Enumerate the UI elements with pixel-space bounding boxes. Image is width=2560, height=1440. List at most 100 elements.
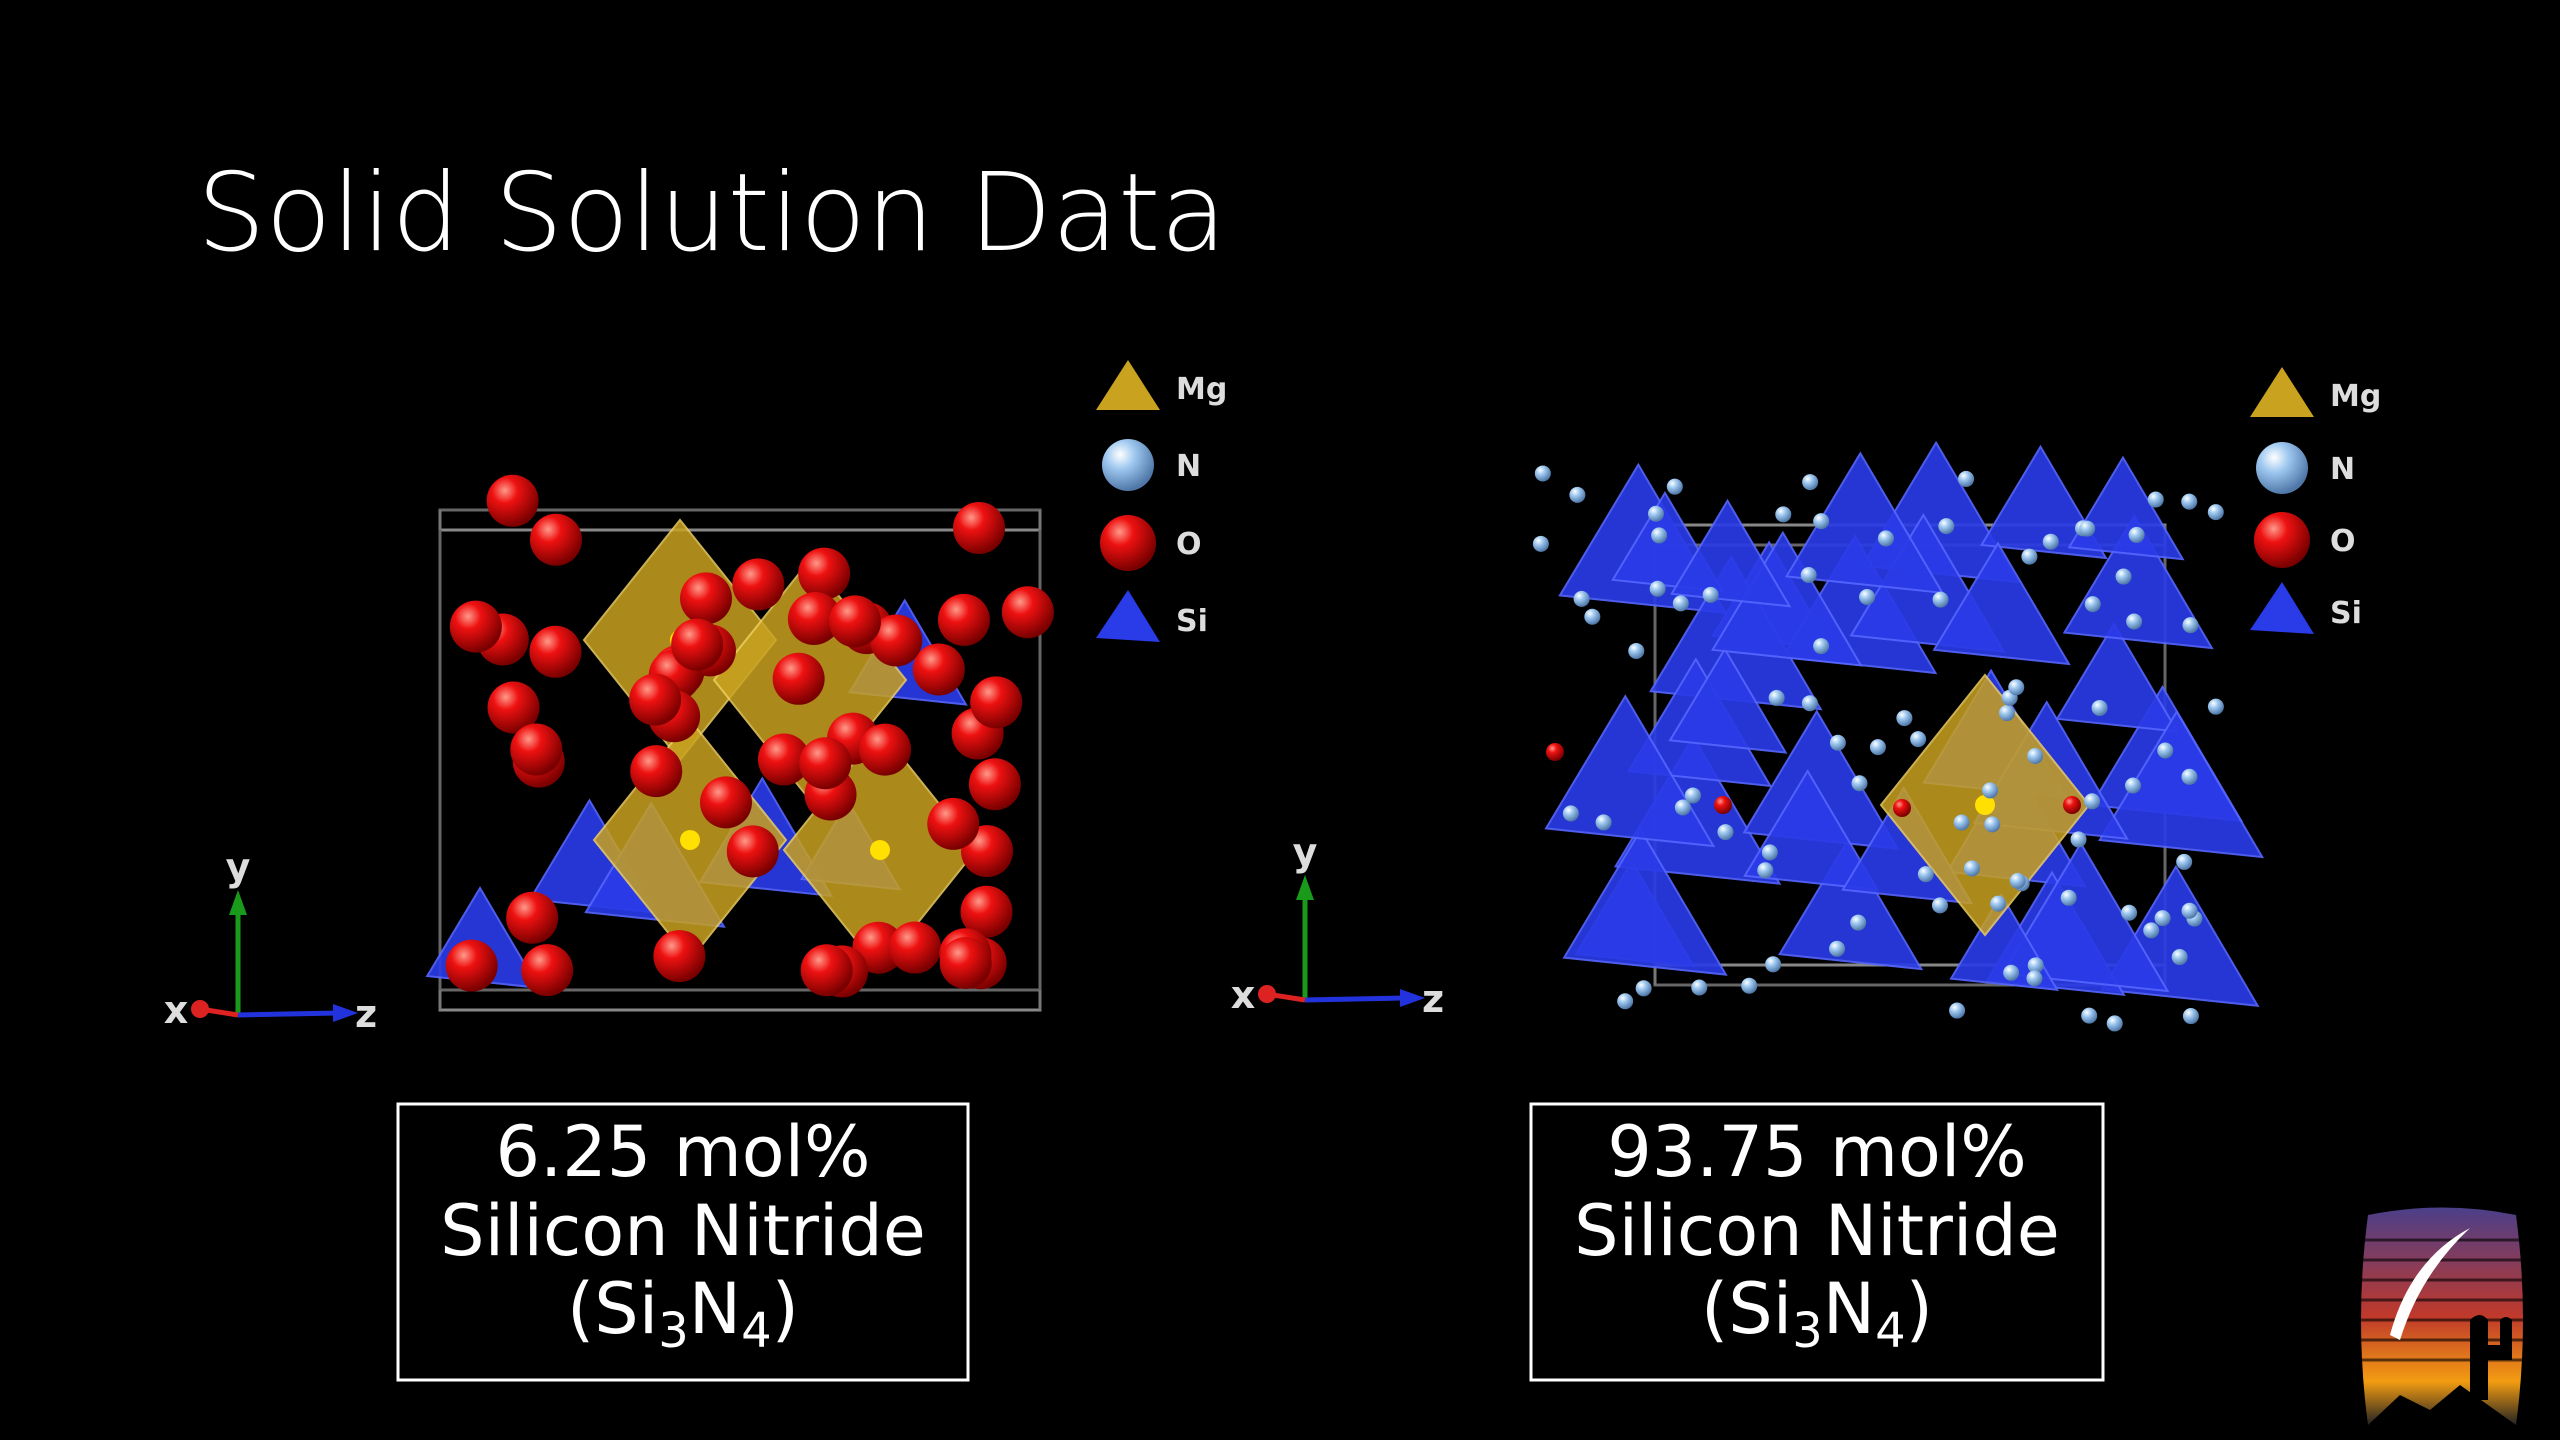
n-atom <box>1757 862 1774 879</box>
n-atom <box>2121 904 2138 921</box>
axis-y-arrow <box>229 890 247 915</box>
n-atom <box>2176 853 2193 870</box>
n-atom <box>2008 679 2025 696</box>
o-atom <box>889 921 942 974</box>
o-atom <box>671 618 724 671</box>
axis-x-tip <box>1258 985 1276 1003</box>
n-atom <box>2124 777 2141 794</box>
formula-part: (Si <box>567 1268 658 1350</box>
o-atom <box>1001 586 1054 639</box>
caption-line: Silicon Nitride <box>440 1190 926 1272</box>
n-atom <box>1534 465 1551 482</box>
n-atom <box>1761 844 1778 861</box>
n-atom <box>1635 980 1652 997</box>
o-atom <box>732 558 785 611</box>
o-atom <box>798 547 851 600</box>
n-atom <box>1802 474 1819 491</box>
n-atom <box>2147 491 2164 508</box>
o-atom <box>772 652 825 705</box>
n-atom <box>1532 535 1549 552</box>
o-atom <box>927 797 980 850</box>
n-atom <box>1949 1002 1966 1019</box>
n-atom <box>1628 642 1645 659</box>
n-atom <box>2143 922 2160 939</box>
n-atom <box>2079 520 2096 537</box>
o-atom <box>859 723 912 776</box>
n-atom <box>1617 993 1634 1010</box>
o-atom <box>757 733 810 786</box>
caption-formula: (Si3N4) <box>1701 1268 1933 1359</box>
o-atom <box>653 930 706 983</box>
n-atom <box>2084 596 2101 613</box>
n-atom <box>1569 486 1586 503</box>
o-atom <box>699 776 752 829</box>
o-atom <box>506 891 559 944</box>
n-atom <box>1674 799 1691 816</box>
n-atom <box>1800 567 1817 584</box>
n-atom <box>1829 940 1846 957</box>
n-atom <box>1963 860 1980 877</box>
n-atom <box>1910 731 1927 748</box>
o-atom <box>953 501 1006 554</box>
o-atom <box>449 600 502 653</box>
o-atom <box>937 593 990 646</box>
caption-box <box>1529 1102 2105 1382</box>
n-atom <box>1666 478 1683 495</box>
o-atom <box>1546 743 1564 761</box>
mg-atom <box>870 840 890 860</box>
caption-line: Silicon Nitride <box>1574 1190 2060 1272</box>
o-atom <box>486 474 539 527</box>
axis-label: z <box>355 992 377 1036</box>
axis-z <box>1304 995 1406 1003</box>
tetrahedron <box>1668 647 1788 754</box>
slide-title: Solid Solution Data <box>197 151 1227 276</box>
legend-label: Si <box>2330 596 2362 631</box>
axis-label: y <box>226 845 251 889</box>
n-atom <box>2115 568 2132 585</box>
n-atom <box>1813 513 1830 530</box>
legend-icon-n <box>2256 442 2308 494</box>
n-atom <box>1649 580 1666 597</box>
n-atom <box>1958 470 1975 487</box>
legend-icon-mg <box>1096 360 1160 410</box>
legend-icon-o <box>2254 512 2310 568</box>
tetrahedron <box>2067 455 2185 561</box>
n-atom <box>1998 705 2015 722</box>
o-atom <box>960 885 1013 938</box>
mg-atom <box>680 830 700 850</box>
n-atom <box>1573 590 1590 607</box>
formula-part: N <box>1823 1268 1875 1350</box>
legend-icon-mg <box>2250 367 2314 417</box>
legend-label: Mg <box>1176 372 1227 407</box>
n-atom <box>2207 698 2224 715</box>
n-atom <box>1859 588 1876 605</box>
tetrahedron <box>1932 541 2071 666</box>
o-atom <box>800 944 853 997</box>
o-atom <box>2063 796 2081 814</box>
n-atom <box>1896 710 1913 727</box>
n-atom <box>2081 1007 2098 1024</box>
n-atom <box>2157 742 2174 759</box>
n-atom <box>1850 914 1867 931</box>
o-atom <box>968 758 1021 811</box>
n-atom <box>2060 889 2077 906</box>
o-atom <box>530 513 583 566</box>
n-atom <box>1584 608 1601 625</box>
formula-sub: 3 <box>658 1303 689 1359</box>
n-atom <box>1647 505 1664 522</box>
n-atom <box>1982 782 1999 799</box>
n-atom <box>2182 617 2199 634</box>
n-atom <box>2070 831 2087 848</box>
legend-label: N <box>2330 452 2355 487</box>
axis-label: x <box>164 988 189 1032</box>
n-atom <box>2042 533 2059 550</box>
legend-icon-si <box>2250 582 2314 634</box>
n-atom <box>1672 595 1689 612</box>
logo <box>2360 1207 2525 1425</box>
o-atom <box>529 625 582 678</box>
caption-box <box>396 1102 970 1382</box>
formula-sub: 4 <box>741 1303 772 1359</box>
legend-label: Si <box>1176 604 1208 639</box>
tetrahedron <box>2055 622 2180 733</box>
n-atom <box>1869 739 1886 756</box>
